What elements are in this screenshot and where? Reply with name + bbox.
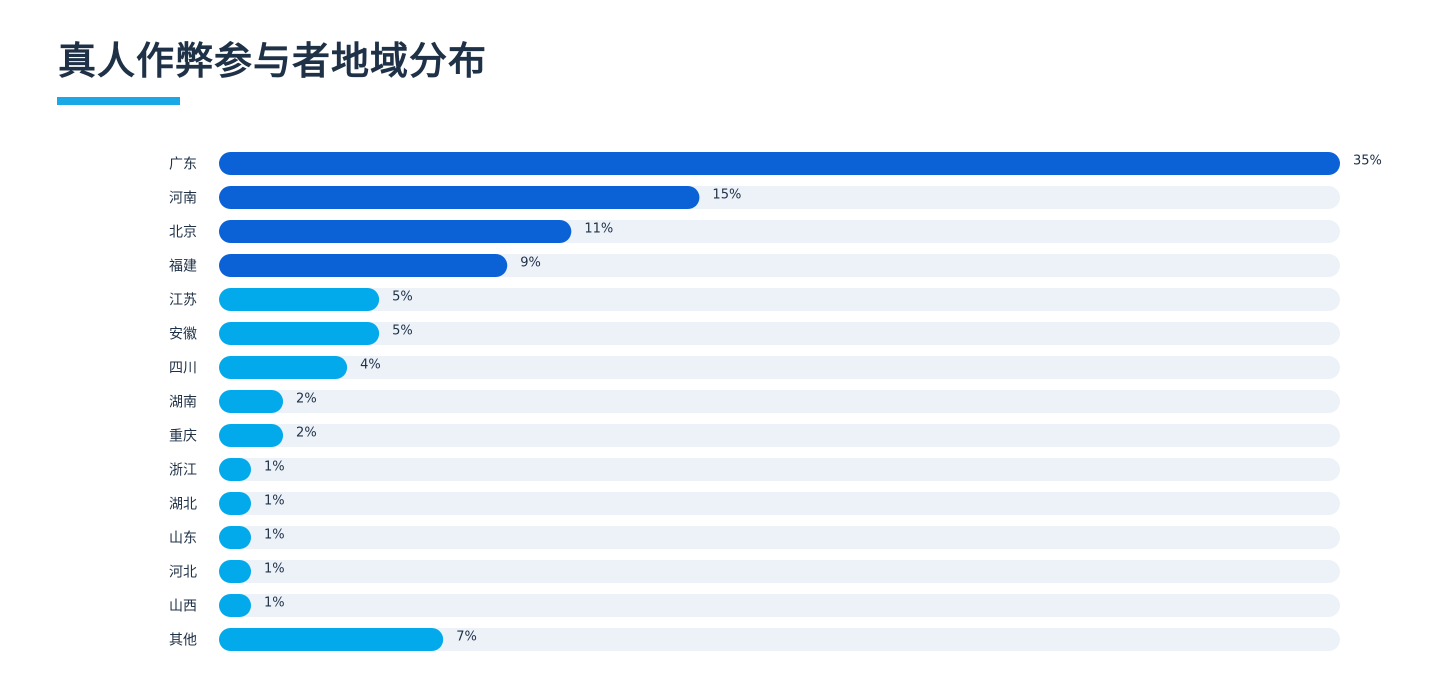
bar-track — [219, 390, 1340, 413]
value-label: 2% — [296, 426, 317, 441]
category-label: 广东 — [169, 157, 197, 173]
value-label: 1% — [264, 460, 285, 475]
bar — [219, 458, 252, 481]
value-label: 2% — [296, 392, 317, 407]
bar — [219, 390, 284, 413]
bar — [219, 152, 1340, 175]
value-label: 1% — [264, 528, 285, 543]
bar — [219, 220, 572, 243]
category-label: 湖北 — [169, 497, 197, 513]
category-label: 河南 — [169, 191, 197, 207]
bar — [219, 424, 284, 447]
category-label: 其他 — [169, 633, 197, 649]
bar — [219, 594, 252, 617]
category-label: 山西 — [169, 599, 197, 615]
bar-track — [219, 526, 1340, 549]
bar — [219, 492, 252, 515]
value-label: 4% — [360, 358, 381, 373]
bar — [219, 560, 252, 583]
value-label: 1% — [264, 596, 285, 611]
value-label: 11% — [584, 222, 613, 237]
category-label: 安徽 — [169, 327, 197, 343]
bar-track — [219, 594, 1340, 617]
value-label: 35% — [1353, 154, 1382, 169]
value-label: 5% — [392, 290, 413, 305]
value-label: 7% — [456, 630, 477, 645]
value-label: 5% — [392, 324, 413, 339]
bar — [219, 186, 700, 209]
bar-track — [219, 458, 1340, 481]
category-label: 浙江 — [169, 463, 197, 479]
category-label: 江苏 — [169, 293, 197, 309]
category-label: 河北 — [169, 565, 197, 581]
bar-track — [219, 424, 1340, 447]
category-label: 北京 — [169, 225, 197, 241]
value-label: 9% — [520, 256, 541, 271]
bar-track — [219, 628, 1340, 651]
bar-track — [219, 356, 1340, 379]
bar — [219, 288, 380, 311]
bar-track — [219, 560, 1340, 583]
bar-track — [219, 322, 1340, 345]
title-underline — [57, 97, 180, 105]
value-label: 1% — [264, 562, 285, 577]
page-title: 真人作弊参与者地域分布 — [58, 39, 488, 83]
category-label: 湖南 — [169, 395, 197, 411]
category-label: 四川 — [169, 361, 197, 377]
value-label: 15% — [712, 188, 741, 203]
bar — [219, 322, 380, 345]
category-label: 重庆 — [169, 429, 197, 445]
bar — [219, 254, 508, 277]
category-label: 山东 — [169, 531, 197, 547]
value-label: 1% — [264, 494, 285, 509]
bar — [219, 526, 252, 549]
bar-track — [219, 288, 1340, 311]
bar-track — [219, 492, 1340, 515]
category-label: 福建 — [169, 259, 197, 275]
bar — [219, 628, 444, 651]
bar — [219, 356, 348, 379]
